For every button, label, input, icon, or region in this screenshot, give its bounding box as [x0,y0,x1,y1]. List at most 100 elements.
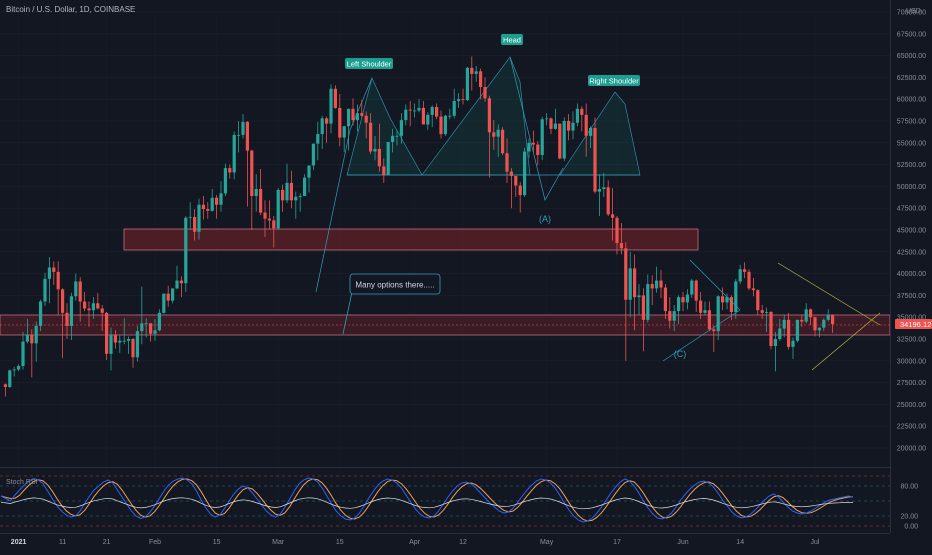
candle [817,327,821,338]
candle [382,158,386,183]
candle [83,291,87,312]
candle-body [69,296,73,326]
candle [267,200,271,230]
candle-body [364,115,368,123]
candle-body [756,290,760,311]
candle-body [140,323,144,332]
candle [707,301,711,332]
time-axis[interactable]: 2021 11 21 Feb 15 Mar 15 Apr 12 May 17 Jun 14 Jul [11,539,820,546]
head-tag: Head [501,34,523,45]
candle [395,129,399,146]
candle [421,100,425,125]
candle [501,127,505,156]
price-tick-label: 25000.00 [897,402,926,409]
candle-body [804,309,808,322]
candle [127,336,131,354]
candle-body [501,129,505,154]
candle [769,311,773,350]
candle-body [188,216,192,218]
candle [131,338,135,368]
candle [166,285,170,307]
candle [113,330,117,349]
candle-body [8,370,12,387]
candle-body [743,269,747,272]
candle [694,279,698,312]
candle [386,141,390,176]
candle-body [338,107,342,138]
stoch-rsi-pane[interactable]: 80.00 20.00 0.00 [0,475,918,531]
candle-body [505,153,509,172]
candle [298,193,302,212]
candle-body [707,310,711,330]
candle [105,311,109,360]
time-tick-label: 15 [213,539,221,546]
candle-body [650,284,654,289]
candle-body [298,195,302,197]
candle-body [289,182,293,201]
price-tick-label: 45000.00 [897,228,926,235]
time-tick-label: May [540,539,554,546]
candle-body [342,126,346,138]
price-tick-label: 32500.00 [897,337,926,344]
candle-body [193,216,197,232]
candle [509,168,513,209]
candle-body [492,132,496,137]
candle-body [831,314,835,325]
candle-body [470,67,474,74]
candle-body [602,187,606,190]
candle-body [281,189,285,201]
price-axis[interactable]: 70000.00 67500.00 65000.00 62500.00 60000.00… [897,10,926,453]
candle [69,292,73,340]
candle-body [787,319,791,347]
candle-body [580,108,584,115]
candle [281,184,285,212]
candle-body [773,339,777,346]
candle-body [606,187,610,215]
left-rise-line [315,77,373,293]
candle-body [637,295,641,298]
candle [611,188,615,241]
candle-body [351,108,355,121]
support-resistance-zones [0,228,891,336]
candle [232,131,236,180]
candle-body [672,311,676,321]
candle-body [325,118,329,124]
wave-c-lower-line [662,309,741,362]
candle [43,272,47,306]
last-price-label: 34196.12 [900,320,931,329]
wave-c-upper-line [689,259,741,311]
candle [74,273,78,301]
candle [791,337,795,360]
candle-body [540,119,544,156]
candle-body [536,144,540,156]
candle [593,117,597,194]
candle-body [404,109,408,121]
candle-body [329,88,333,124]
candle-body [386,141,390,176]
candle-body [729,297,733,312]
candle [215,195,219,219]
candle-body [12,369,16,371]
candle [65,303,69,339]
candle-body [113,334,117,343]
candle-body [527,142,531,152]
candle [553,108,557,130]
candle-body [56,271,60,290]
candle-body [408,109,412,111]
candle [188,202,192,230]
candle-body [487,98,491,133]
price-tick-label: 67500.00 [897,31,926,38]
indicator-level-label: 20.00 [900,514,918,521]
candle [135,325,139,362]
candle-body [316,134,320,144]
candle-body [232,134,236,173]
candle [443,114,447,136]
candle [122,318,126,345]
candle [795,319,799,343]
candle [320,115,324,149]
candle [351,98,355,126]
candle-body [65,312,69,326]
candle-body [285,182,289,201]
candle-body [795,319,799,341]
